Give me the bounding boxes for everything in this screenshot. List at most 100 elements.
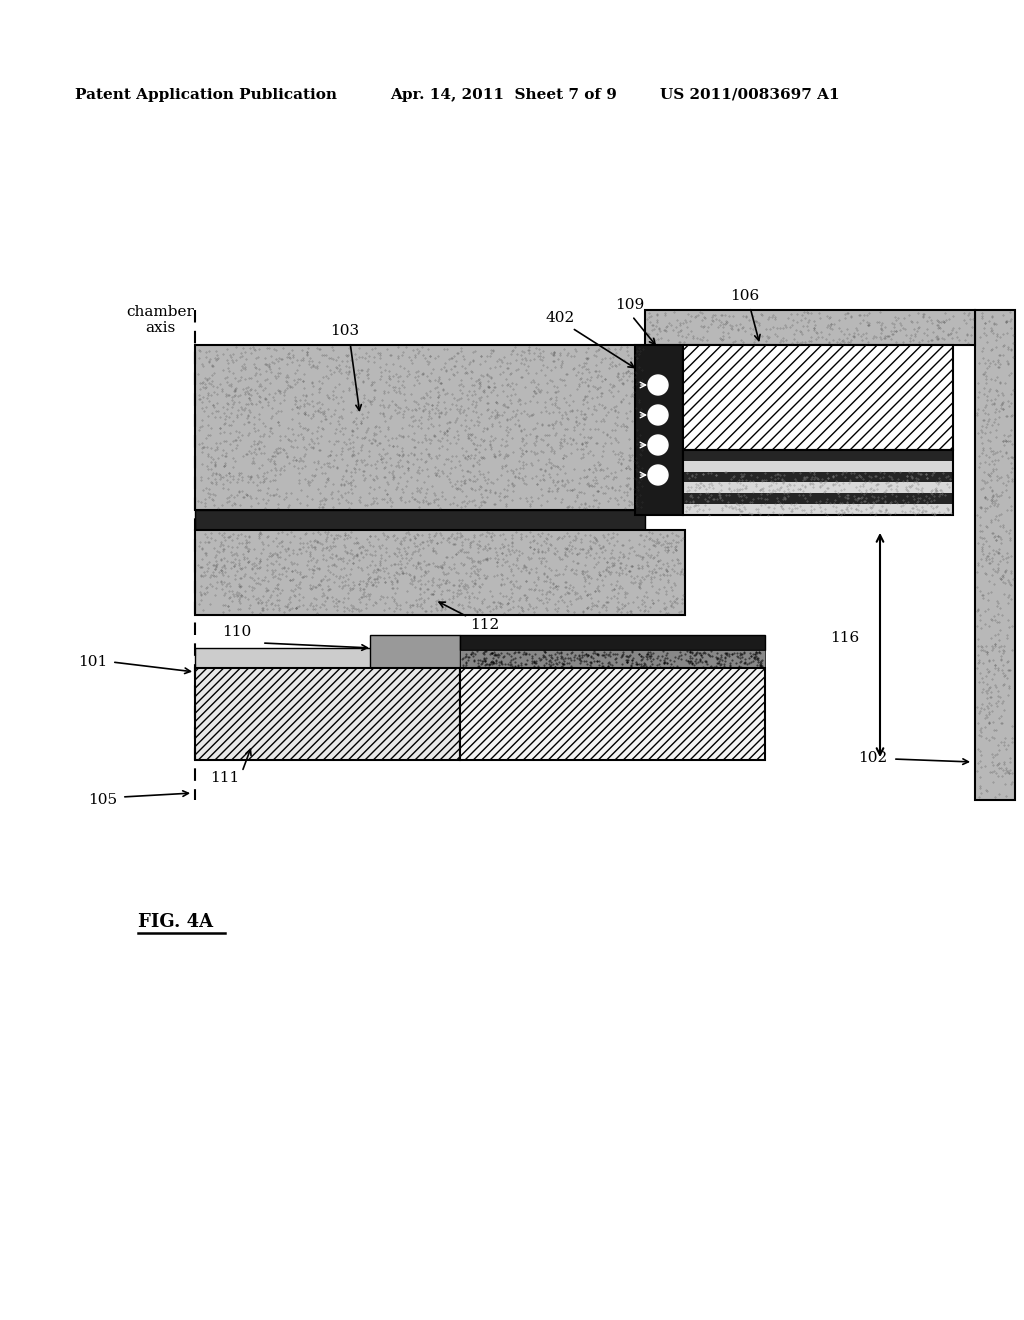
Point xyxy=(589,367,605,388)
Point xyxy=(753,478,769,499)
Point xyxy=(233,576,250,597)
Point xyxy=(401,346,418,367)
Point xyxy=(248,358,264,379)
Point xyxy=(396,556,413,577)
Point xyxy=(356,449,373,470)
Point xyxy=(595,644,611,665)
Point xyxy=(972,605,988,626)
Point xyxy=(194,372,210,393)
Point xyxy=(462,424,478,445)
Point xyxy=(250,420,266,441)
Point xyxy=(581,459,597,480)
Point xyxy=(989,441,1006,462)
Point xyxy=(475,446,492,467)
Point xyxy=(581,565,597,586)
Point xyxy=(719,644,735,665)
Point xyxy=(290,577,306,598)
Point xyxy=(664,579,680,601)
Point xyxy=(227,553,244,574)
Point xyxy=(620,652,636,673)
Point xyxy=(983,627,999,648)
Point xyxy=(633,645,649,667)
Point xyxy=(973,756,989,777)
Point xyxy=(414,337,430,358)
Point xyxy=(997,762,1014,783)
Point xyxy=(602,381,618,403)
Point xyxy=(655,593,672,614)
Point xyxy=(521,405,538,426)
Point xyxy=(240,425,256,446)
Point xyxy=(610,494,627,515)
Point xyxy=(418,383,434,404)
Point xyxy=(543,525,559,546)
Point xyxy=(692,648,709,669)
Point xyxy=(585,484,601,506)
Point xyxy=(400,458,417,479)
Point xyxy=(237,397,253,418)
Point xyxy=(731,499,748,520)
Point xyxy=(645,566,662,587)
Point xyxy=(523,647,540,668)
Point xyxy=(314,585,331,606)
Point xyxy=(618,649,635,671)
Point xyxy=(574,601,591,622)
Point xyxy=(269,498,286,519)
Point xyxy=(292,447,308,469)
Point xyxy=(603,546,620,568)
Point xyxy=(581,475,597,496)
Point xyxy=(262,420,279,441)
Point xyxy=(787,492,804,513)
Point xyxy=(307,356,324,378)
Point xyxy=(941,477,957,498)
Point xyxy=(621,543,637,564)
Point xyxy=(638,582,654,603)
Point xyxy=(759,326,775,347)
Point xyxy=(618,408,635,429)
Point xyxy=(314,490,331,511)
Point xyxy=(197,374,213,395)
Point xyxy=(549,463,565,484)
Point xyxy=(989,766,1006,787)
Point xyxy=(628,494,644,515)
Point xyxy=(308,594,325,615)
Point xyxy=(276,389,293,411)
Point xyxy=(382,487,398,508)
Point xyxy=(225,411,242,432)
Point xyxy=(984,323,1000,345)
Point xyxy=(292,578,308,599)
Point xyxy=(1005,447,1021,469)
Point xyxy=(200,383,216,404)
Point xyxy=(980,713,996,734)
Point xyxy=(622,438,638,459)
Point xyxy=(772,330,788,351)
Point xyxy=(976,698,992,719)
Point xyxy=(589,379,605,400)
Point xyxy=(356,495,373,516)
Point xyxy=(778,475,795,496)
Point xyxy=(977,708,993,729)
Point xyxy=(455,655,471,676)
Point xyxy=(596,411,612,432)
Point xyxy=(552,437,568,458)
Point xyxy=(725,466,741,487)
Point xyxy=(663,595,679,616)
Point xyxy=(620,647,636,668)
Point xyxy=(518,560,535,581)
Point xyxy=(476,479,493,500)
Point xyxy=(219,527,236,548)
Point xyxy=(500,599,516,620)
Point xyxy=(503,392,519,413)
Point xyxy=(502,408,518,429)
Point xyxy=(430,495,446,516)
Point xyxy=(336,529,352,550)
Point xyxy=(603,552,620,573)
Point xyxy=(237,564,253,585)
Point xyxy=(980,310,996,331)
Point xyxy=(701,477,718,498)
Point xyxy=(517,570,534,591)
Point xyxy=(333,363,349,384)
Point xyxy=(266,451,283,473)
Point xyxy=(658,552,675,573)
Point xyxy=(857,462,873,483)
Point xyxy=(545,471,561,492)
